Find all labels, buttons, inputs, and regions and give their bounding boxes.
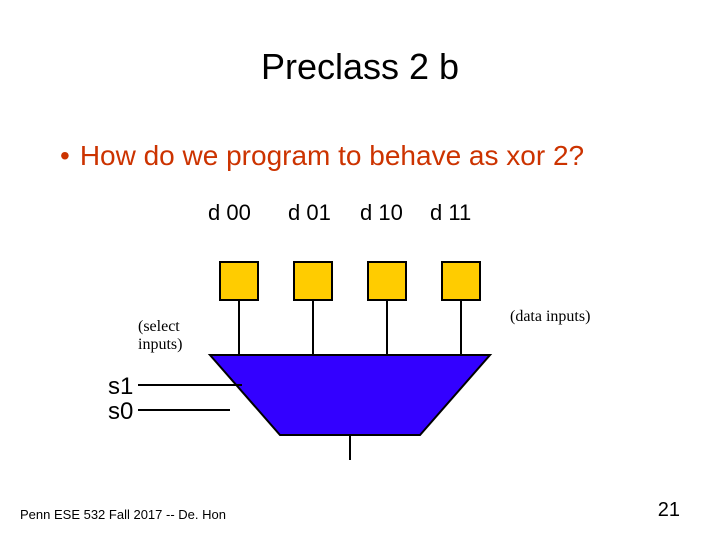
slide-title: Preclass 2 b — [0, 46, 720, 88]
bullet-text: How do we program to behave as xor 2? — [80, 140, 584, 172]
bullet-item: • How do we program to behave as xor 2? — [60, 140, 584, 172]
data-input-label: d 01 — [288, 200, 331, 226]
footer-left: Penn ESE 532 Fall 2017 -- De. Hon — [20, 507, 226, 522]
data-input-label: d 10 — [360, 200, 403, 226]
data-input-label: d 11 — [430, 200, 471, 226]
select-line-label: s1 — [108, 373, 133, 401]
data-inputs-label: (data inputs) — [510, 308, 590, 326]
data-input-label: d 00 — [208, 200, 251, 226]
mux-diagram: d 00 d 01 d 10 d 11 (select inputs) (data inp… — [90, 200, 620, 460]
bullet-marker: • — [60, 142, 70, 170]
select-inputs-label: (select inputs) — [138, 318, 182, 354]
page-number: 21 — [658, 499, 680, 522]
select-line-label: s0 — [108, 398, 133, 426]
